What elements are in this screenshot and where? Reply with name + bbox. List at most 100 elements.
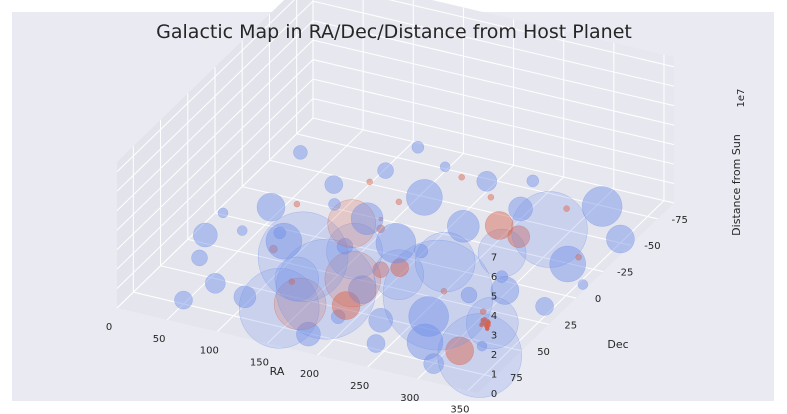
x-tick-label: 350 (450, 405, 469, 414)
data-point (477, 228, 527, 278)
z-gridline (116, 20, 675, 212)
data-point (476, 171, 498, 192)
data-point (563, 205, 570, 212)
data-point (511, 191, 588, 268)
data-point (395, 198, 403, 206)
data-point (233, 285, 257, 309)
z-tick-label: 7 (491, 253, 497, 264)
y-tick-label: 0 (595, 294, 601, 305)
data-point (526, 174, 540, 188)
data-point (373, 249, 425, 300)
data-point (293, 145, 308, 160)
data-point (205, 273, 226, 294)
data-point (535, 297, 554, 316)
z-gridline (116, 0, 675, 192)
data-point (606, 224, 635, 254)
data-point (328, 198, 341, 211)
data-point (296, 321, 321, 347)
z-tick-label: 6 (491, 272, 497, 283)
data-point (331, 291, 361, 320)
z-tick-label: 0 (491, 389, 497, 400)
z-tick-label: 5 (491, 292, 497, 303)
z-gridline (116, 78, 675, 270)
data-point (273, 226, 287, 240)
data-point (508, 196, 533, 222)
x-tick-label: 300 (400, 393, 419, 404)
data-point (293, 200, 301, 208)
y-tick-label: 75 (510, 373, 523, 384)
x-tick-label: 200 (300, 369, 319, 380)
z-tick-label: 4 (491, 311, 497, 322)
z-tick-label: 2 (491, 350, 497, 361)
data-point (458, 174, 465, 181)
x-tick-label: 0 (106, 322, 112, 333)
data-point (437, 313, 522, 398)
data-point (174, 290, 193, 310)
data-point (577, 279, 589, 290)
data-point (487, 194, 495, 201)
x-axis-title: RA (270, 365, 285, 378)
tick-labels: 050100150200250300350-75-50-250255075012… (106, 215, 688, 414)
data-point (377, 162, 394, 179)
data-point (336, 238, 354, 255)
data-point (479, 308, 487, 315)
data-point (366, 334, 386, 353)
x-tick-label: 100 (200, 346, 219, 357)
data-point (275, 238, 377, 340)
data-point (376, 224, 385, 234)
x-tick-label: 50 (153, 334, 166, 345)
data-point (368, 308, 393, 333)
y-tick-label: -75 (671, 215, 687, 226)
data-point (414, 231, 476, 293)
data-point (274, 256, 320, 302)
y-tick-label: -50 (644, 241, 660, 252)
data-point (460, 286, 478, 304)
data-point (382, 239, 494, 351)
z-gridline (116, 59, 675, 250)
data-point (406, 323, 444, 361)
z-gridline (116, 0, 675, 173)
data-point (257, 211, 349, 303)
z-gridline (116, 39, 675, 231)
z-axis-offset: 1e7 (736, 89, 747, 108)
data-point (269, 244, 278, 254)
data-point (490, 276, 520, 305)
data-point (378, 216, 383, 222)
data-point (288, 278, 296, 285)
data-point (330, 309, 346, 325)
data-point (440, 287, 448, 295)
data-point (191, 249, 208, 267)
chart-title: Galactic Map in RA/Dec/Distance from Hos… (156, 21, 632, 43)
data-point (324, 175, 344, 194)
data-point (217, 207, 229, 219)
data-point (350, 202, 384, 235)
data-point (423, 353, 444, 374)
data-point (273, 277, 327, 331)
y-tick-label: 25 (564, 320, 577, 331)
x-tick-label: 150 (250, 357, 269, 368)
z-gridline (116, 97, 675, 289)
y-axis-title: Dec (607, 338, 628, 351)
data-point (476, 340, 488, 352)
data-point (256, 192, 286, 222)
z-tick-label: 3 (491, 331, 497, 342)
data-point (408, 296, 449, 337)
data-point (439, 161, 451, 173)
data-point (484, 211, 514, 240)
data-point (375, 222, 417, 264)
data-point (348, 275, 377, 304)
data-point (193, 222, 218, 248)
data-point (447, 210, 480, 243)
y-tick-label: -25 (617, 268, 633, 279)
data-point (406, 179, 443, 216)
data-point (413, 243, 429, 259)
data-point (581, 186, 623, 227)
data-point (238, 268, 320, 349)
data-point (411, 141, 425, 154)
data-point (445, 336, 474, 366)
back-pane (313, 0, 674, 203)
y-tick-label: 50 (537, 347, 550, 358)
data-points (174, 141, 635, 398)
